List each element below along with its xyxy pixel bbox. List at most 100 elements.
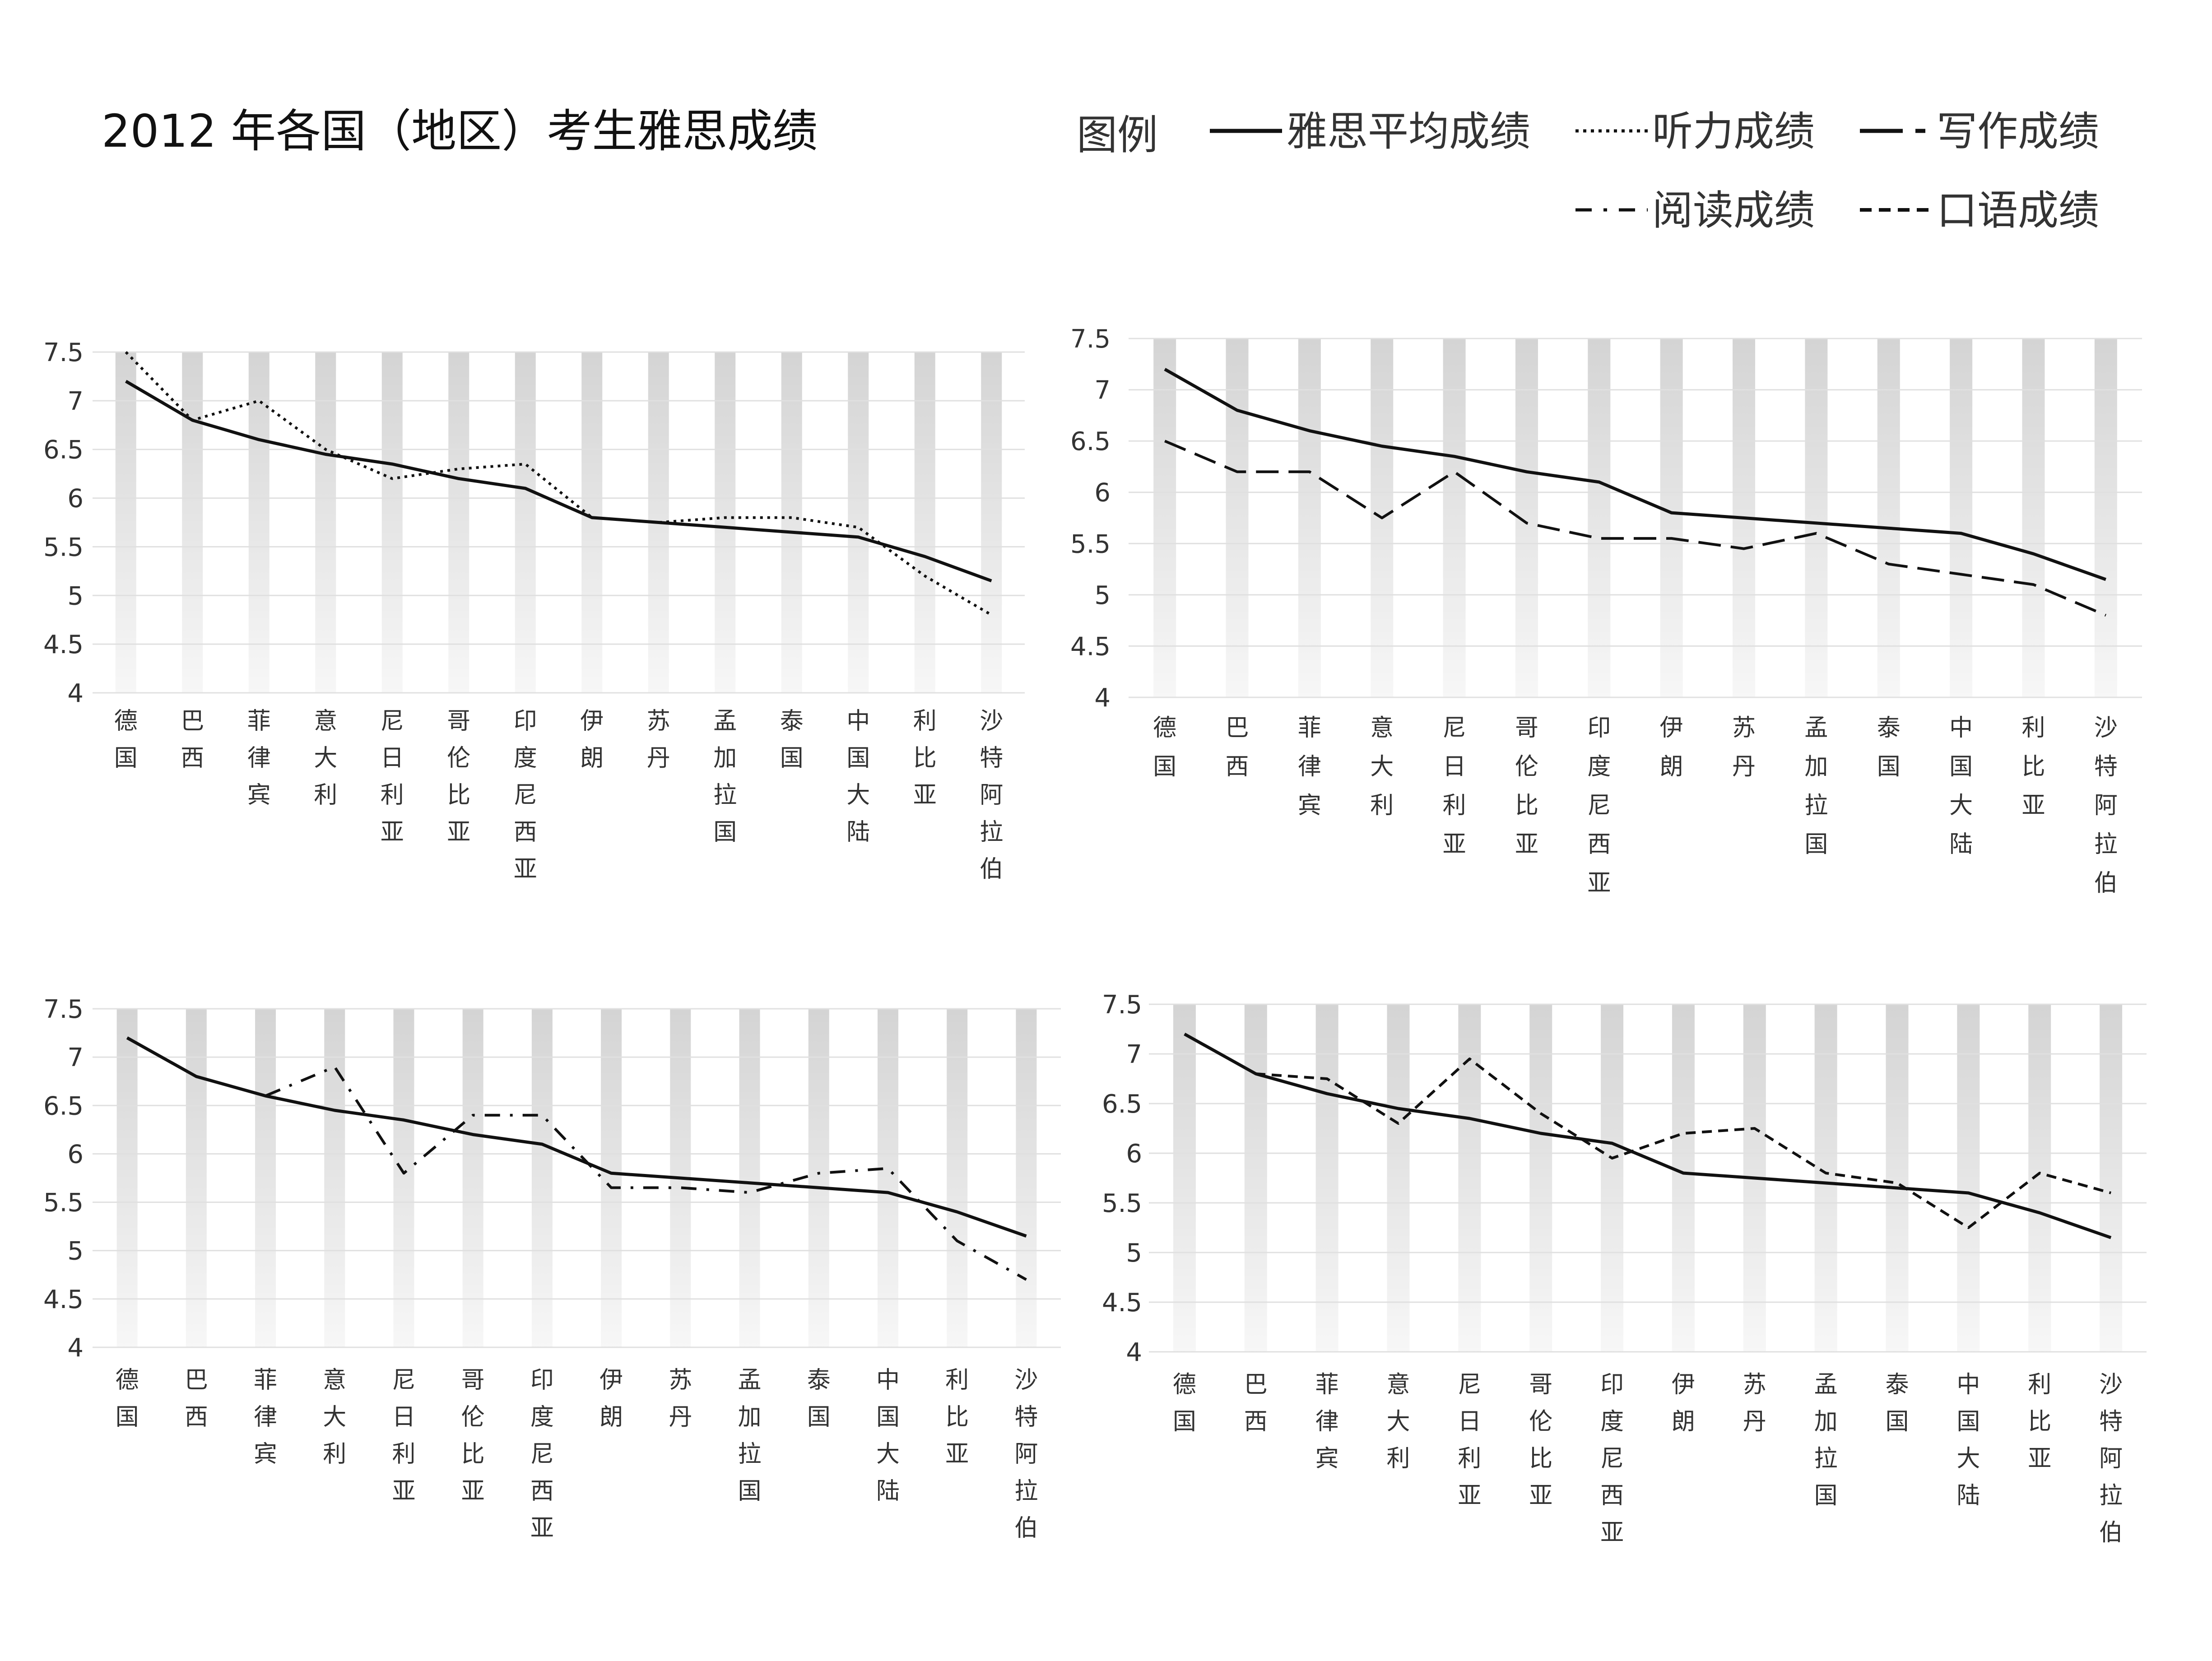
y-tick-label: 7 [1094, 376, 1111, 405]
x-category-label: 哥伦比亚 [1515, 715, 1538, 858]
category-band [531, 1009, 553, 1347]
y-tick-label: 6 [67, 1140, 84, 1169]
legend-label-listening: 听力成绩 [1652, 108, 1815, 155]
x-category-label: 苏丹 [1732, 715, 1756, 780]
category-band [182, 352, 203, 693]
category-band [1601, 1004, 1624, 1352]
x-category-label: 哥伦比亚 [1529, 1371, 1552, 1509]
category-band [1950, 339, 1973, 697]
x-category-label: 伊朗 [580, 708, 604, 772]
y-tick-label: 7 [67, 1043, 84, 1072]
category-band [2028, 1004, 2051, 1352]
x-category-label: 孟加拉国 [1814, 1371, 1838, 1509]
x-category-label: 苏丹 [1743, 1371, 1766, 1435]
legend-item-listening: 听力成绩 [1575, 108, 1815, 155]
y-tick-label: 4 [67, 679, 84, 708]
category-band [186, 1009, 207, 1347]
y-tick-label: 7 [1126, 1040, 1142, 1069]
y-tick-label: 4 [1094, 683, 1111, 713]
legend-item-overall: 雅思平均成绩 [1210, 108, 1530, 155]
x-category-label: 利比亚 [2028, 1371, 2051, 1472]
category-band [947, 1009, 968, 1347]
legend-label-reading: 阅读成绩 [1652, 187, 1815, 234]
x-category-label: 哥伦比亚 [447, 708, 470, 846]
y-tick-label: 6 [1126, 1139, 1142, 1169]
y-tick-label: 5 [67, 1237, 84, 1266]
category-band [1957, 1004, 1980, 1352]
y-tick-label: 4.5 [1102, 1288, 1142, 1318]
x-category-label: 巴西 [185, 1367, 208, 1431]
y-tick-label: 6.5 [43, 436, 84, 465]
category-band [877, 1009, 898, 1347]
y-tick-label: 4 [67, 1333, 84, 1363]
category-band [315, 352, 336, 693]
category-band [1173, 1004, 1196, 1352]
category-band [515, 352, 536, 693]
x-category-label: 菲律宾 [1298, 715, 1321, 819]
x-category-label: 印度尼西亚 [1587, 715, 1611, 897]
legend-item-reading: 阅读成绩 [1575, 187, 1815, 234]
x-category-label: 印度尼西亚 [530, 1367, 554, 1542]
y-tick-label: 5 [1126, 1239, 1142, 1268]
x-category-label: 伊朗 [1672, 1371, 1695, 1435]
x-category-label: 利比亚 [945, 1367, 969, 1468]
y-tick-label: 7 [67, 387, 84, 416]
category-band [1226, 339, 1249, 697]
category-band [2022, 339, 2045, 697]
y-tick-label: 7.5 [1070, 325, 1111, 354]
x-category-label: 意大利 [323, 1367, 346, 1468]
x-category-label: 泰国 [807, 1367, 831, 1431]
category-band [1458, 1004, 1481, 1352]
y-tick-label: 6 [67, 484, 84, 514]
y-tick-label: 6 [1094, 478, 1111, 508]
series-line-solid [126, 1036, 1027, 1238]
legend: 图例 雅思平均成绩 听力成绩 写作成绩 阅读成绩 口语成绩 [1077, 108, 2099, 234]
category-band [1805, 339, 1828, 697]
category-band [739, 1009, 760, 1347]
x-category-label: 意大利 [1370, 715, 1394, 819]
x-category-label: 沙特阿拉伯 [1014, 1367, 1038, 1542]
y-tick-label: 7.5 [1102, 990, 1142, 1020]
x-category-label: 菲律宾 [247, 708, 271, 809]
series-line-dashdot [126, 1036, 1027, 1281]
x-category-label: 沙特阿拉伯 [980, 708, 1003, 883]
x-category-label: 巴西 [1226, 715, 1249, 780]
chart-title: 2012 年各国（地区）考生雅思成绩 [102, 105, 818, 158]
x-category-label: 孟加拉国 [738, 1367, 762, 1505]
category-band [1877, 339, 1900, 697]
category-band [715, 352, 736, 693]
x-category-label: 哥伦比亚 [461, 1367, 485, 1505]
category-band [914, 352, 935, 693]
category-band [255, 1009, 276, 1347]
x-category-label: 尼日利亚 [1458, 1371, 1481, 1509]
y-tick-label: 5.5 [43, 533, 84, 562]
y-tick-label: 6.5 [1070, 427, 1111, 456]
x-category-label: 利比亚 [913, 708, 937, 809]
category-band [1153, 339, 1176, 697]
series-line-solid [125, 380, 992, 583]
x-category-label: 泰国 [1877, 715, 1901, 780]
legend-item-speaking: 口语成绩 [1860, 187, 2099, 234]
category-band [1016, 1009, 1037, 1347]
category-band [981, 352, 1002, 693]
category-band [1672, 1004, 1695, 1352]
x-category-label: 德国 [1173, 1371, 1196, 1435]
category-band [324, 1009, 345, 1347]
legend-label-overall: 雅思平均成绩 [1287, 108, 1530, 155]
y-tick-label: 5.5 [1102, 1189, 1142, 1218]
x-category-label: 尼日利亚 [381, 708, 404, 846]
category-band [1660, 339, 1683, 697]
legend-label-writing: 写作成绩 [1937, 108, 2099, 155]
x-category-label: 孟加拉国 [1804, 715, 1828, 858]
category-band [2094, 339, 2117, 697]
x-category-label: 意大利 [314, 708, 337, 809]
x-category-label: 巴西 [181, 708, 204, 772]
category-band [381, 352, 403, 693]
x-category-label: 德国 [1153, 715, 1176, 780]
x-category-label: 苏丹 [669, 1367, 692, 1431]
